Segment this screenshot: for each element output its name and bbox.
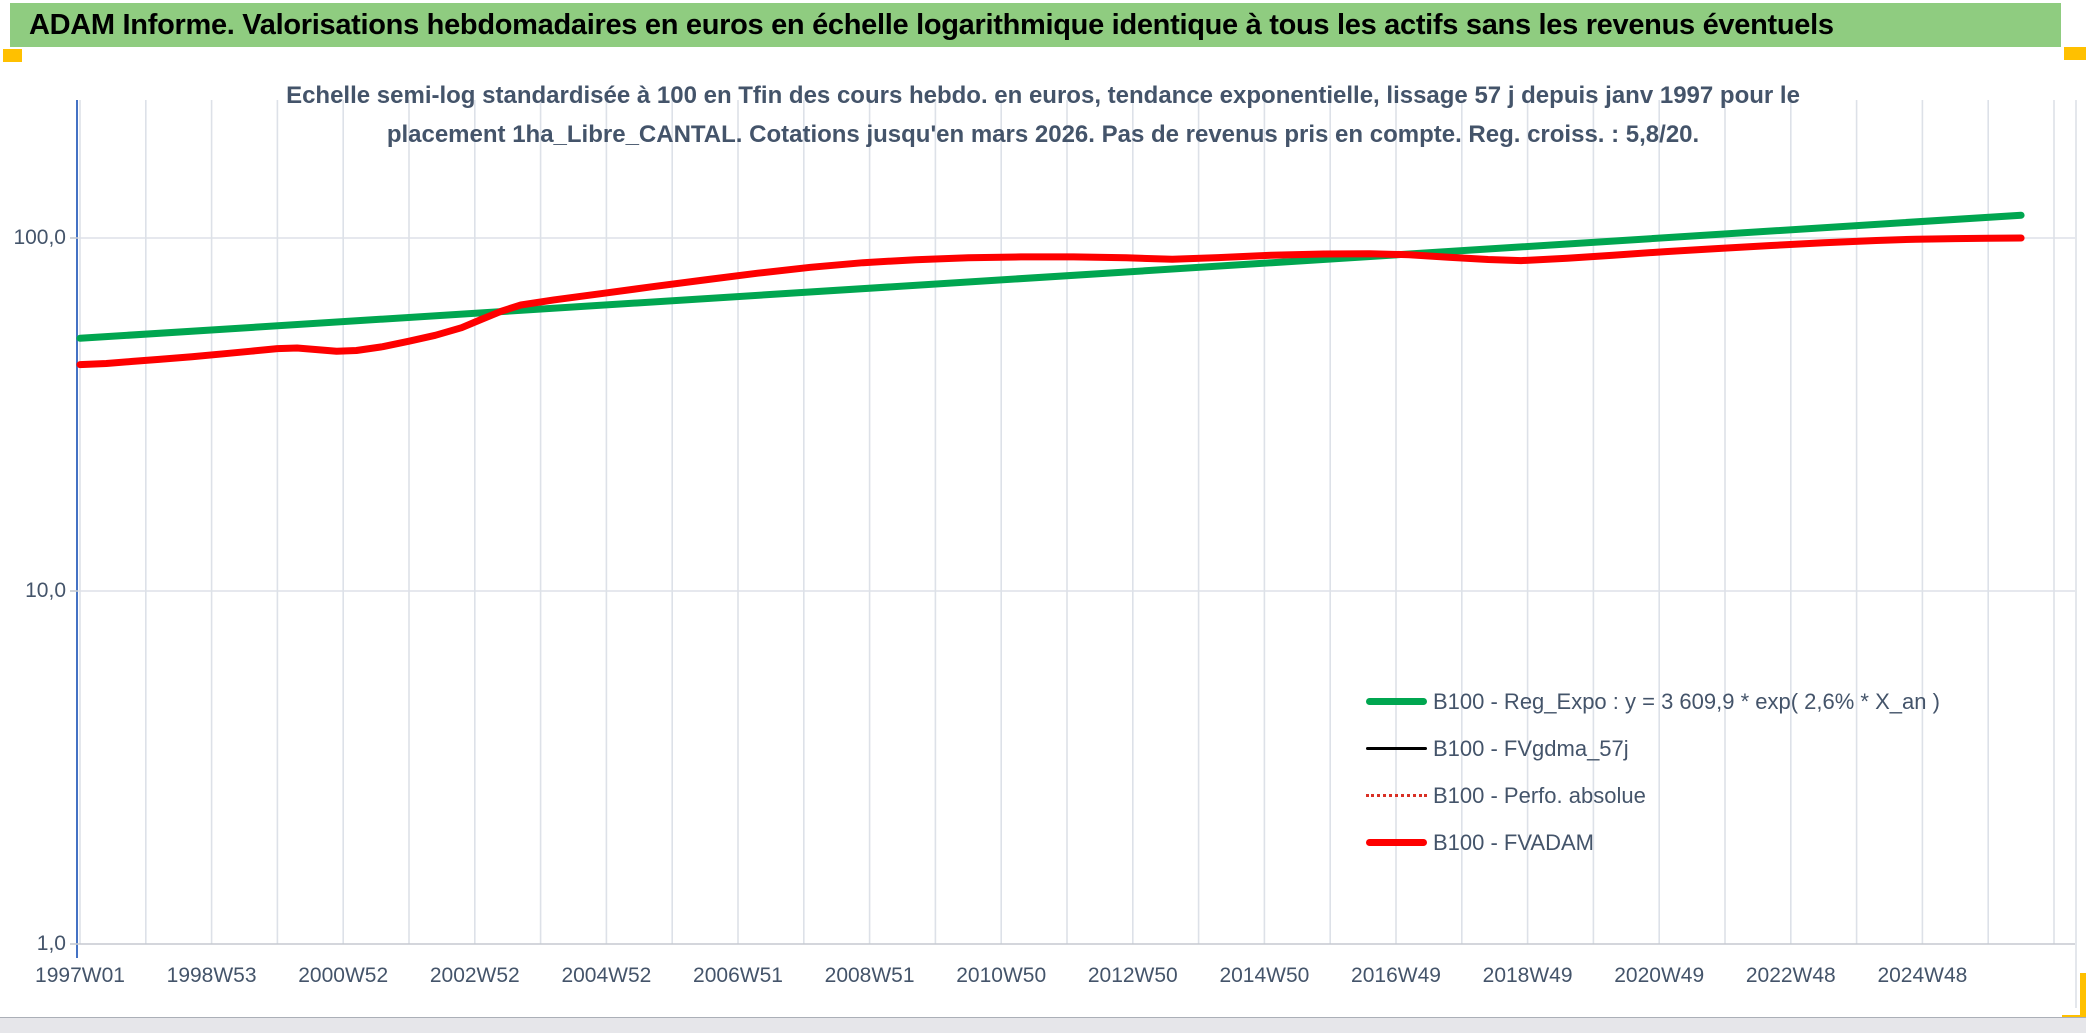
x-tick-label: 1998W53 bbox=[166, 964, 257, 987]
x-tick-label: 2018W49 bbox=[1482, 964, 1573, 987]
legend-label-perfo-absolue: B100 - Perfo. absolue bbox=[1433, 782, 1646, 808]
series-line-reg-expo[interactable] bbox=[76, 211, 2025, 342]
x-tick-label: 2024W48 bbox=[1877, 964, 1968, 987]
legend-item-fvadam[interactable]: B100 - FVADAM bbox=[1366, 819, 1940, 866]
chart-title-line-2: placement 1ha_Libre_CANTAL. Cotations ju… bbox=[386, 121, 1700, 148]
legend-item-perfo-absolue[interactable]: B100 - Perfo. absolue bbox=[1366, 772, 1940, 819]
x-tick-label: 1997W01 bbox=[35, 964, 125, 987]
right-edge-marker bbox=[2080, 973, 2086, 1017]
x-tick-label: 2010W50 bbox=[956, 964, 1047, 987]
legend-label-fvgdma-57j: B100 - FVgdma_57j bbox=[1433, 735, 1629, 761]
corner-marker-top-right bbox=[2064, 47, 2086, 60]
x-tick-label: 2006W51 bbox=[693, 964, 783, 987]
y-tick-label: 100,0 bbox=[13, 226, 66, 249]
x-tick-label: 2020W49 bbox=[1614, 964, 1705, 987]
legend-line-swatch-fvadam bbox=[1366, 839, 1427, 846]
chart-area[interactable]: Echelle semi-log standardisée à 100 en T… bbox=[0, 47, 2086, 1017]
legend-line-swatch-fvgdma-57j bbox=[1366, 747, 1427, 750]
y-tick-label: 10,0 bbox=[25, 579, 66, 602]
report-title-bar: ADAM Informe. Valorisations hebdomadaire… bbox=[10, 3, 2061, 47]
bottom-row-strip bbox=[0, 1017, 2086, 1033]
legend-label-reg-expo: B100 - Reg_Expo : y = 3 609,9 * exp( 2,6… bbox=[1433, 688, 1940, 714]
corner-marker-top-left bbox=[3, 49, 22, 62]
series-line-fvadam[interactable] bbox=[76, 234, 2025, 369]
legend-item-fvgdma-57j[interactable]: B100 - FVgdma_57j bbox=[1366, 725, 1940, 772]
legend[interactable]: B100 - Reg_Expo : y = 3 609,9 * exp( 2,6… bbox=[1366, 678, 1940, 866]
legend-line-swatch-reg-expo bbox=[1366, 698, 1427, 705]
x-tick-label: 2012W50 bbox=[1087, 964, 1178, 987]
report-title: ADAM Informe. Valorisations hebdomadaire… bbox=[29, 8, 1834, 41]
x-tick-label: 2014W50 bbox=[1219, 964, 1310, 987]
chart-title-line-1: Echelle semi-log standardisée à 100 en T… bbox=[286, 82, 1800, 109]
legend-label-fvadam: B100 - FVADAM bbox=[1433, 829, 1594, 855]
x-tick-label: 2008W51 bbox=[824, 964, 915, 987]
x-tick-label: 2022W48 bbox=[1745, 964, 1836, 987]
chart-title[interactable]: Echelle semi-log standardisée à 100 en T… bbox=[0, 76, 2086, 154]
legend-line-swatch-perfo-absolue bbox=[1366, 794, 1427, 797]
x-tick-label: 2004W52 bbox=[561, 964, 652, 987]
x-tick-label: 2000W52 bbox=[298, 964, 389, 987]
legend-item-reg-expo[interactable]: B100 - Reg_Expo : y = 3 609,9 * exp( 2,6… bbox=[1366, 678, 1940, 725]
x-tick-label: 2002W52 bbox=[429, 964, 520, 987]
x-tick-label: 2016W49 bbox=[1351, 964, 1441, 987]
y-tick-label: 1,0 bbox=[36, 932, 66, 955]
